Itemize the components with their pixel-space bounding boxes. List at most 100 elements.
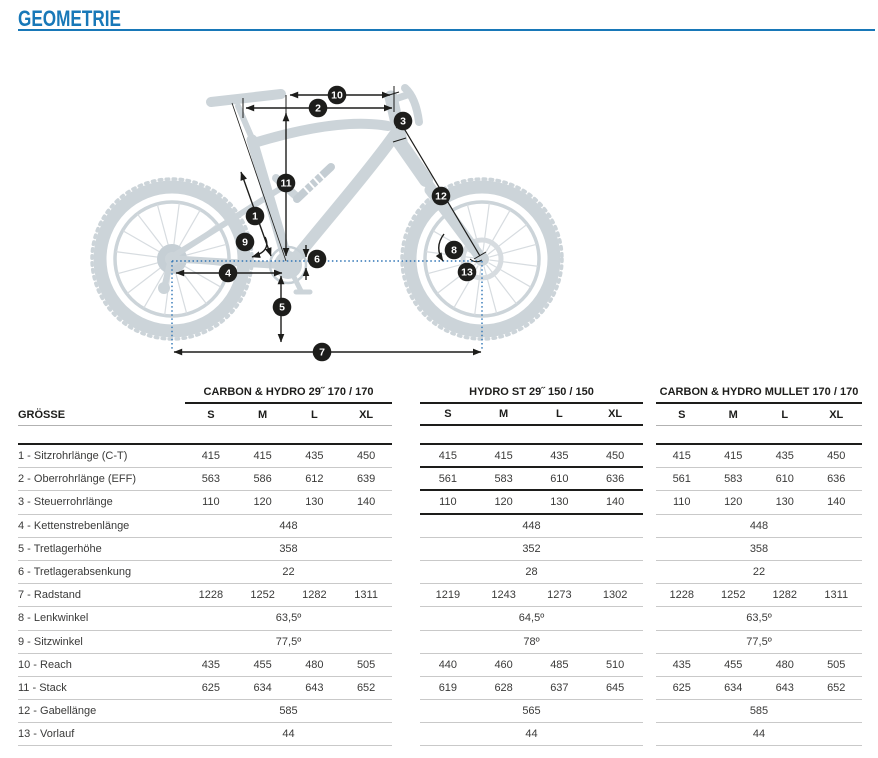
row-value: 130: [775, 496, 794, 509]
row-value-span: 44: [282, 728, 295, 741]
dimension-marker-3: 3: [393, 111, 413, 131]
dimension-marker-8: 8: [444, 240, 464, 260]
table-row: 64,5º: [420, 607, 643, 631]
row-value: 643: [305, 681, 324, 694]
dimension-marker-9: 9: [235, 232, 255, 252]
column-header-S: S: [207, 408, 215, 421]
dimension-marker-13: 13: [457, 262, 477, 282]
column-header-XL: XL: [608, 408, 623, 420]
row-value: 450: [827, 450, 846, 463]
row-label: 12 - Gabellänge: [18, 705, 97, 718]
column-header-S: S: [444, 408, 452, 420]
row-value: 561: [672, 473, 691, 486]
table-row: 358: [656, 538, 862, 561]
row-value: 140: [827, 496, 846, 509]
row-value-span: 77,5º: [746, 635, 772, 648]
row-value: 636: [605, 472, 625, 485]
table-row: 28: [420, 561, 643, 585]
row-value: 435: [775, 450, 794, 463]
row-value: 634: [724, 681, 743, 694]
seat-tube-axis: [231, 102, 287, 262]
row-label: 4 - Kettenstrebenlänge: [18, 519, 130, 532]
svg-text:12: 12: [435, 191, 447, 203]
svg-text:2: 2: [315, 103, 321, 115]
table-header-spacer: [18, 426, 392, 445]
row-value: 636: [827, 473, 846, 486]
saddle: [206, 89, 286, 107]
row-label: 11 - Stack: [18, 681, 67, 694]
table-row: 619 628 637 645: [420, 677, 643, 701]
table-row: 110 120 130 140: [420, 491, 643, 515]
table-row: 440 460 485 510: [420, 654, 643, 677]
table-row: 7 - Radstand 1228 1252 1282 1311: [18, 584, 392, 608]
table-row: 10 - Reach 435 455 480 505: [18, 654, 392, 677]
page-title-underline: [18, 29, 875, 31]
row-value: 583: [494, 472, 513, 485]
svg-text:7: 7: [319, 347, 325, 359]
row-value-span: 44: [525, 728, 538, 741]
row-value: 637: [550, 681, 569, 694]
geometry-table-2: CARBON & HYDRO MULLET 170 / 170 S M L XL 415 4…: [656, 385, 862, 747]
svg-text:6: 6: [314, 254, 320, 266]
row-value-span: 585: [279, 705, 298, 718]
row-value: 510: [605, 658, 625, 671]
row-value: 415: [724, 450, 743, 463]
dimension-marker-2: 2: [308, 98, 328, 118]
table-row: 5 - Tretlagerhöhe 358: [18, 538, 392, 561]
row-value: 625: [672, 681, 691, 694]
row-value: 130: [550, 495, 569, 508]
row-value: 435: [672, 658, 691, 671]
dimension-marker-10: 10: [327, 85, 347, 105]
rear-shock: [293, 163, 335, 203]
column-header-L: L: [311, 408, 318, 421]
row-value: 415: [494, 449, 513, 462]
svg-text:10: 10: [331, 90, 343, 102]
table-row: 352: [420, 538, 643, 561]
table-row: 110 120 130 140: [656, 491, 862, 515]
row-value: 415: [253, 450, 272, 463]
table-row: 8 - Lenkwinkel 63,5º: [18, 607, 392, 631]
row-value: 612: [305, 473, 324, 486]
row-value-span: 44: [752, 728, 766, 741]
row-label: 13 - Vorlauf: [18, 728, 75, 741]
row-value: 435: [550, 449, 569, 462]
row-value: 455: [724, 658, 743, 671]
row-value: 639: [356, 473, 376, 486]
table-row: 1228 1252 1282 1311: [656, 584, 862, 608]
table-row: 435 455 480 505: [656, 654, 862, 677]
table-title: CARBON & HYDRO MULLET 170 / 170: [656, 385, 862, 404]
row-label: 2 - Oberrohrlänge (EFF): [18, 473, 136, 486]
table-row: 561 583 610 636: [656, 468, 862, 492]
table-title: HYDRO ST 29˝ 150 / 150: [420, 385, 643, 404]
table-row: 77,5º: [656, 631, 862, 654]
table-row: 2 - Oberrohrlänge (EFF) 563 586 612 639: [18, 468, 392, 492]
table-row: 11 - Stack 625 634 643 652: [18, 677, 392, 701]
row-value-span: 352: [522, 542, 541, 555]
row-value-span: 358: [279, 542, 298, 555]
row-value: 415: [672, 450, 691, 463]
row-value: 619: [438, 681, 458, 694]
geometry-table-0: CARBON & HYDRO 29˝ 170 / 170 GRÖSSE S M L XL 1…: [18, 385, 392, 747]
row-value: 110: [672, 496, 691, 509]
crank-arm: [285, 262, 304, 294]
table-row: 448: [656, 515, 862, 538]
row-value: 652: [827, 681, 846, 694]
row-value: 1228: [669, 589, 694, 602]
page-title: GEOMETRIE: [18, 6, 121, 31]
dimension-marker-11: 11: [276, 173, 296, 193]
row-value: 120: [494, 495, 513, 508]
dimension-marker-12: 12: [431, 186, 451, 206]
table-row: 625 634 643 652: [656, 677, 862, 701]
table-row: 44: [420, 723, 643, 747]
column-header-XL: XL: [359, 408, 374, 421]
row-label: 10 - Reach: [18, 658, 72, 671]
dimension-marker-1: 1: [245, 206, 265, 226]
row-value: 1311: [824, 589, 849, 602]
top-tube: [249, 118, 393, 148]
column-header-L: L: [781, 408, 789, 421]
row-value: 110: [202, 496, 220, 509]
svg-text:9: 9: [242, 237, 248, 249]
row-value: 634: [253, 681, 272, 694]
table-header-spacer: [656, 426, 862, 445]
